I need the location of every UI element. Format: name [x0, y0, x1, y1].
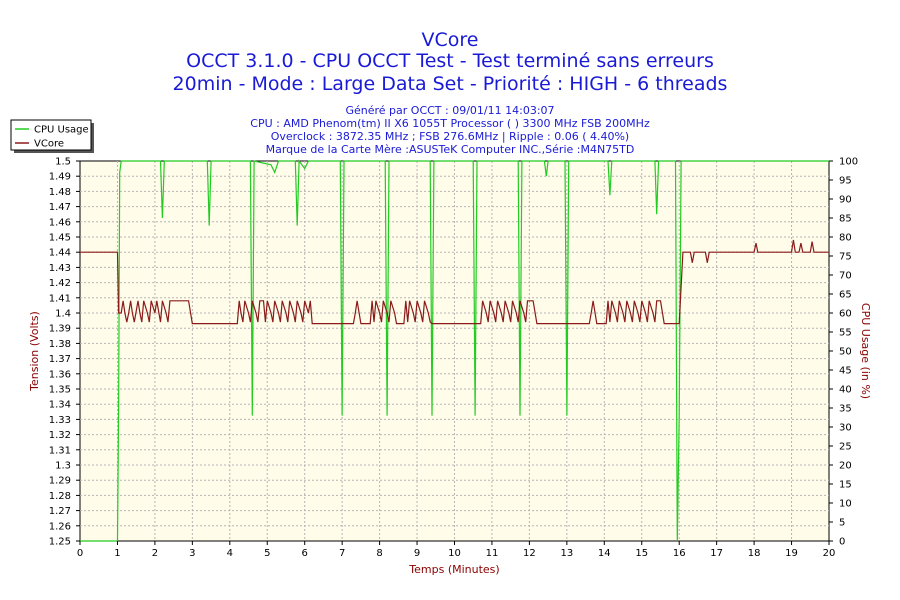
- y-left-tick-label: 1.4: [55, 309, 71, 320]
- x-tick-label: 16: [673, 548, 686, 559]
- legend-label: CPU Usage: [34, 125, 89, 136]
- y-right-tick-label: 45: [839, 366, 852, 377]
- chart-title-line-1: VCore: [422, 29, 479, 51]
- y-left-tick-label: 1.5: [55, 157, 71, 168]
- x-tick-label: 18: [748, 548, 761, 559]
- y-left-tick-label: 1.35: [49, 385, 71, 396]
- y-left-tick-label: 1.31: [49, 445, 71, 456]
- y-right-tick-label: 25: [839, 442, 852, 453]
- y-left-tick-label: 1.36: [49, 369, 71, 380]
- y-left-tick-label: 1.43: [49, 263, 71, 274]
- y-right-tick-label: 65: [839, 290, 852, 301]
- legend-box: [10, 119, 92, 151]
- y-left-tick-label: 1.33: [49, 415, 71, 426]
- y-right-tick-label: 30: [839, 423, 852, 434]
- y-right-tick-label: 0: [839, 537, 845, 548]
- x-tick-label: 6: [302, 548, 308, 559]
- chart-info-line-2: CPU : AMD Phenom(tm) II X6 1055T Process…: [250, 117, 650, 130]
- y-right-tick-label: 50: [839, 347, 852, 358]
- chart-title-line-2: OCCT 3.1.0 - CPU OCCT Test - Test termin…: [186, 50, 714, 72]
- y-axis-right-label: CPU Usage (in %): [859, 303, 872, 399]
- chart-info-line-3: Overclock : 3872.35 MHz ; FSB 276.6MHz |…: [271, 130, 629, 143]
- y-axis-left-label: Tension (Volts): [28, 311, 41, 392]
- x-tick-label: 15: [635, 548, 648, 559]
- legend-label: VCore: [34, 139, 64, 150]
- series-line-vcore: [80, 239, 829, 325]
- y-right-tick-label: 55: [839, 328, 852, 339]
- series-line-cpu-usage: [80, 159, 829, 542]
- y-right-tick-label: 95: [839, 176, 852, 187]
- x-tick-label: 17: [710, 548, 723, 559]
- y-left-tick-label: 1.38: [49, 339, 71, 350]
- y-left-tick-label: 1.42: [49, 278, 71, 289]
- x-tick-label: 8: [376, 548, 382, 559]
- y-right-tick-label: 75: [839, 252, 852, 263]
- y-left-tick-label: 1.48: [49, 187, 71, 198]
- x-tick-label: 10: [448, 548, 461, 559]
- chart-title-line-3: 20min - Mode : Large Data Set - Priorité…: [173, 73, 728, 95]
- y-left-tick-label: 1.25: [49, 537, 71, 548]
- y-left-tick-label: 1.44: [49, 248, 71, 259]
- y-right-tick-label: 40: [839, 385, 852, 396]
- y-left-tick-label: 1.41: [49, 293, 71, 304]
- y-right-tick-label: 100: [839, 157, 858, 168]
- x-tick-label: 5: [264, 548, 270, 559]
- y-left-tick-label: 1.26: [49, 521, 71, 532]
- y-left-tick-label: 1.45: [49, 233, 71, 244]
- x-tick-label: 20: [823, 548, 836, 559]
- y-left-tick-label: 1.37: [49, 354, 71, 365]
- y-right-tick-label: 90: [839, 195, 852, 206]
- y-left-tick-label: 1.46: [49, 217, 71, 228]
- y-right-tick-label: 60: [839, 309, 852, 320]
- x-tick-label: 12: [523, 548, 536, 559]
- y-right-tick-label: 10: [839, 499, 852, 510]
- x-tick-label: 4: [227, 548, 233, 559]
- y-right-tick-label: 15: [839, 480, 852, 491]
- x-tick-label: 13: [560, 548, 573, 559]
- x-tick-label: 2: [152, 548, 158, 559]
- x-tick-label: 1: [114, 548, 120, 559]
- y-left-tick-label: 1.29: [49, 476, 71, 487]
- x-tick-label: 14: [598, 548, 611, 559]
- x-tick-label: 7: [339, 548, 345, 559]
- x-tick-label: 11: [486, 548, 499, 559]
- y-left-tick-label: 1.39: [49, 324, 71, 335]
- y-right-tick-label: 20: [839, 461, 852, 472]
- y-left-tick-label: 1.47: [49, 202, 71, 213]
- chart-info-line-1: Généré par OCCT : 09/01/11 14:03:07: [345, 104, 554, 117]
- chart-info-line-4: Marque de la Carte Mère :ASUSTeK Compute…: [266, 143, 635, 156]
- y-left-tick-label: 1.28: [49, 491, 71, 502]
- y-right-tick-label: 80: [839, 233, 852, 244]
- y-left-tick-label: 1.34: [49, 400, 71, 411]
- y-right-tick-label: 85: [839, 214, 852, 225]
- x-tick-label: 0: [77, 548, 83, 559]
- y-left-tick-label: 1.27: [49, 506, 71, 517]
- x-tick-label: 9: [414, 548, 420, 559]
- legend: CPU Usage VCore: [10, 119, 94, 153]
- y-right-tick-label: 35: [839, 404, 852, 415]
- y-left-tick-label: 1.32: [49, 430, 71, 441]
- y-right-tick-label: 5: [839, 518, 845, 529]
- y-left-tick-label: 1.3: [55, 461, 71, 472]
- x-axis-label: Temps (Minutes): [408, 563, 499, 576]
- y-right-tick-label: 70: [839, 271, 852, 282]
- x-tick-label: 3: [189, 548, 195, 559]
- x-tick-label: 19: [785, 548, 798, 559]
- y-left-tick-label: 1.49: [49, 172, 71, 183]
